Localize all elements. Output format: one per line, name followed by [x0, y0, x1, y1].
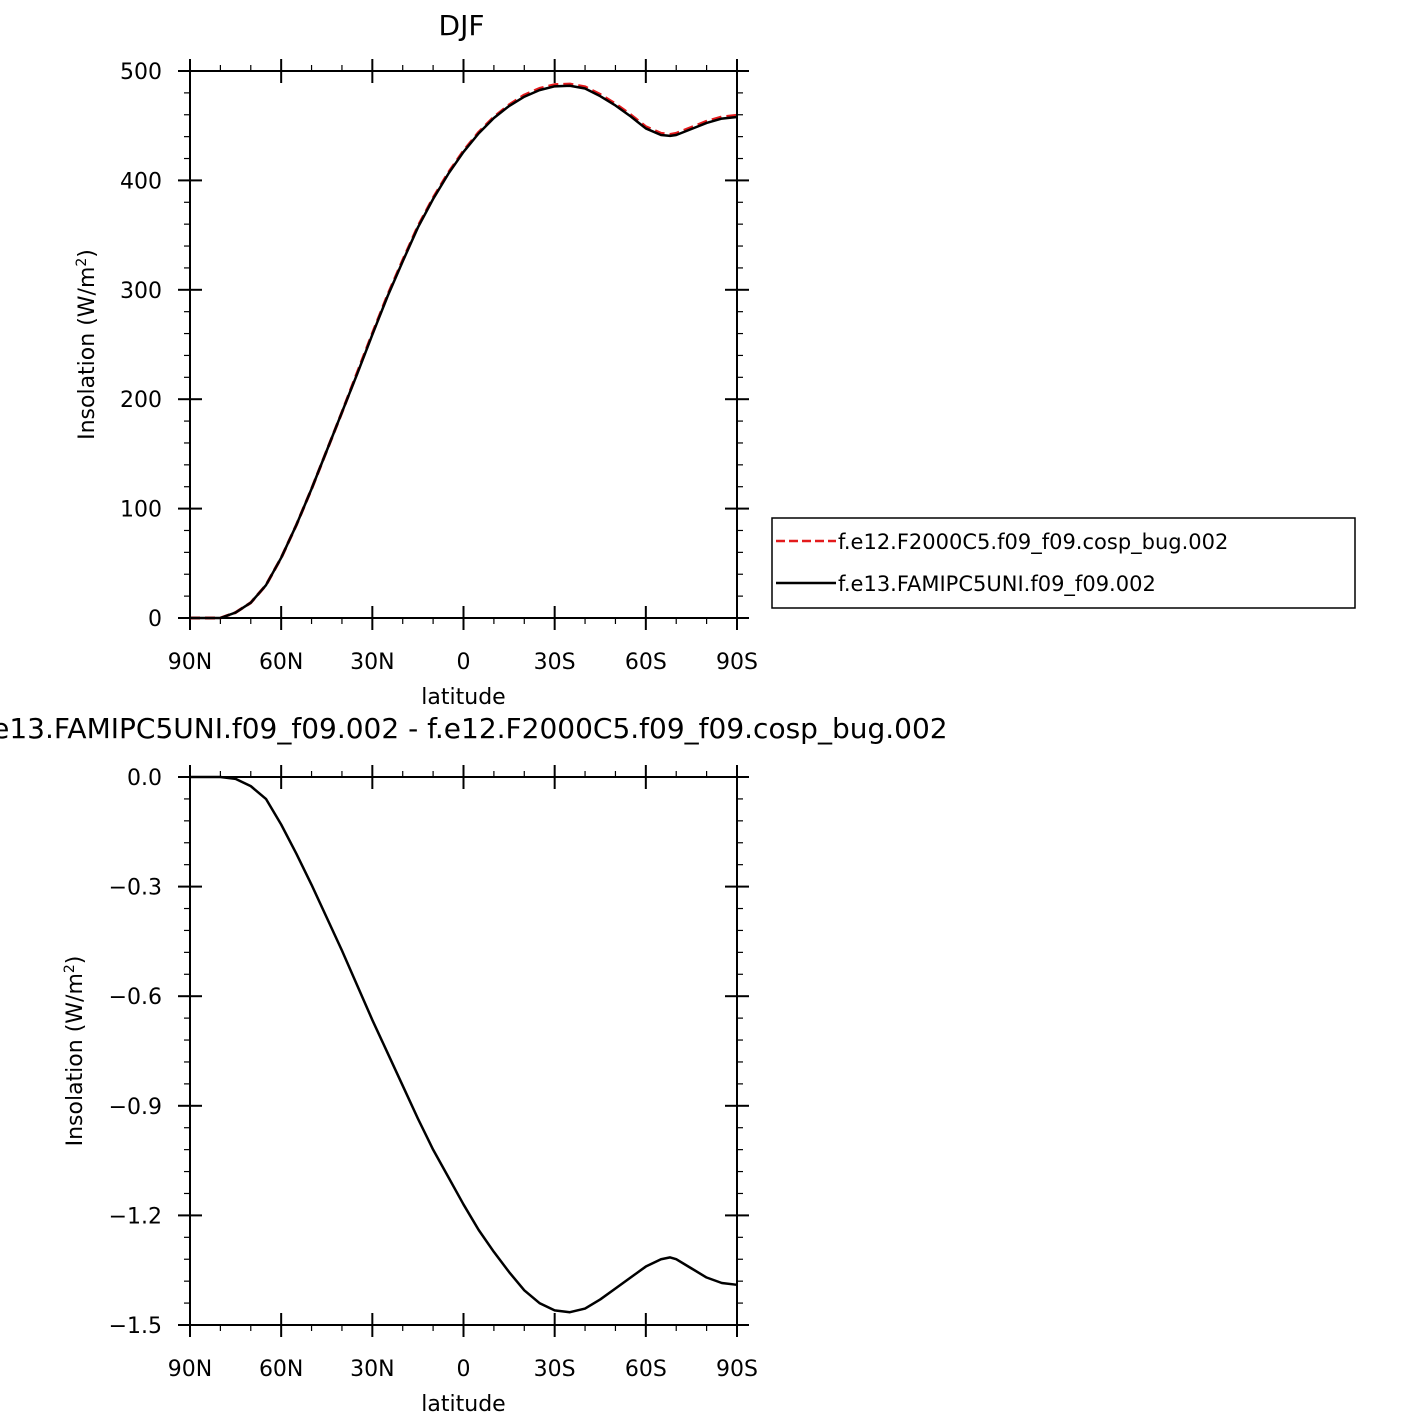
x-tick-label: 90N — [168, 650, 212, 675]
x-axis-title: latitude — [421, 685, 505, 710]
tick-labels: 90N 60N 30N 0 30S 60S 90S 0.0 −0.3 −0.6 −0.9 −1.2 −1… — [109, 766, 758, 1382]
y-tick-label: 0.0 — [127, 766, 162, 791]
x-tick-label: 60N — [259, 1357, 303, 1382]
x-tick-label: 60N — [259, 650, 303, 675]
legend-box — [771, 517, 1356, 609]
plot-frame — [189, 70, 738, 619]
ticks — [178, 765, 749, 1337]
x-tick-label: 30S — [534, 1357, 576, 1382]
series-line-0 — [190, 775, 738, 1314]
y-tick-label: 400 — [120, 169, 162, 194]
x-tick-label: 0 — [457, 650, 471, 675]
chart-title: f.e13.FAMIPC5UNI.f09_f09.002 - f.e12.F20… — [0, 712, 948, 745]
x-axis-title: latitude — [421, 1392, 505, 1417]
y-tick-label: 200 — [120, 388, 162, 413]
chart-title: DJF — [439, 9, 485, 42]
x-tick-label: 90N — [168, 1357, 212, 1382]
y-axis-title: Insolation (W/m2) — [74, 249, 100, 440]
legend-label-0: f.e12.F2000C5.f09_f09.cosp_bug.002 — [838, 530, 1228, 555]
y-tick-label: −0.9 — [109, 1095, 162, 1120]
difference-chart: f.e13.FAMIPC5UNI.f09_f09.002 - f.e12.F20… — [0, 712, 948, 1417]
y-tick-label: −0.6 — [109, 985, 162, 1010]
y-tick-label: −1.5 — [109, 1314, 162, 1339]
y-tick-label: 300 — [120, 279, 162, 304]
series-lines — [190, 775, 738, 1314]
y-tick-label: 500 — [120, 60, 162, 85]
x-tick-label: 0 — [457, 1357, 471, 1382]
y-tick-label: 100 — [120, 498, 162, 523]
x-tick-label: 30N — [350, 650, 394, 675]
series-lines — [190, 82, 738, 620]
series-line-1 — [190, 84, 738, 620]
plot-frame — [189, 776, 738, 1326]
tick-labels: 90N 60N 30N 0 30S 60S 90S 0 100 200 300 400 500 — [120, 60, 758, 675]
legend-label-1: f.e13.FAMIPC5UNI.f09_f09.002 — [838, 572, 1156, 597]
ticks — [178, 59, 749, 630]
x-tick-label: 90S — [716, 650, 758, 675]
y-tick-label: −0.3 — [109, 876, 162, 901]
x-tick-label: 30S — [534, 650, 576, 675]
series-line-0 — [190, 82, 738, 620]
y-tick-label: 0 — [148, 607, 162, 632]
x-tick-label: 60S — [625, 1357, 667, 1382]
y-tick-label: −1.2 — [109, 1204, 162, 1229]
insolation-chart: DJF Insolation (W/m2) latitude 90N 60N 30N… — [74, 9, 758, 710]
x-tick-label: 30N — [350, 1357, 394, 1382]
y-axis-title: Insolation (W/m2) — [62, 956, 88, 1147]
legend: f.e12.F2000C5.f09_f09.cosp_bug.002 f.e13… — [771, 517, 1356, 609]
x-tick-label: 90S — [716, 1357, 758, 1382]
x-tick-label: 60S — [625, 650, 667, 675]
